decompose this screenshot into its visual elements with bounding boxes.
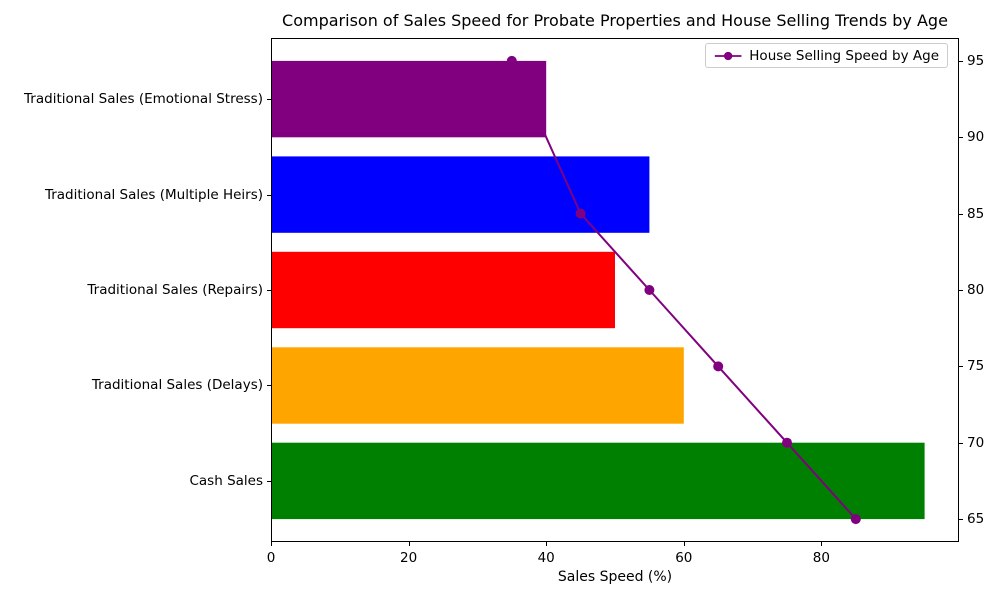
bar-traditional-sales-delays	[271, 347, 684, 424]
plot-border	[271, 38, 959, 542]
x-axis-title: Sales Speed (%)	[557, 569, 673, 585]
bar-traditional-sales-repairs	[271, 251, 615, 329]
right-tick-label-90: 90	[967, 129, 985, 146]
legend-line-marker-icon	[714, 51, 742, 60]
bar-traditional-sales-emotional-stress	[271, 60, 547, 138]
line-marker	[782, 437, 792, 448]
x-tick-label-40: 40	[537, 550, 555, 566]
bar-traditional-sales-multiple-heirs	[271, 156, 650, 233]
line-marker	[644, 285, 655, 295]
right-tick-label-65: 65	[967, 511, 985, 528]
line-marker	[850, 514, 861, 525]
line-marker	[575, 208, 586, 219]
x-tick-label-20: 20	[400, 550, 418, 566]
category-label-traditional-sales-multiple-heirs: Traditional Sales (Multiple Heirs)	[44, 186, 263, 203]
x-tick-label-0: 0	[266, 550, 276, 566]
category-label-cash-sales: Cash Sales	[189, 472, 263, 489]
bar-cash-sales	[271, 442, 925, 520]
category-label-traditional-sales-emotional-stress: Traditional Sales (Emotional Stress)	[24, 91, 263, 108]
x-tick-label-60: 60	[675, 550, 693, 566]
line-marker	[506, 55, 517, 66]
legend: House Selling Speed by Age	[705, 43, 948, 68]
legend-entry-label: House Selling Speed by Age	[749, 47, 939, 64]
right-tick-label-95: 95	[967, 52, 985, 69]
right-tick-label-80: 80	[967, 282, 985, 298]
line-marker	[713, 361, 724, 372]
right-tick-label-70: 70	[967, 434, 985, 451]
right-tick-label-75: 75	[967, 358, 985, 375]
category-label-traditional-sales-delays: Traditional Sales (Delays)	[91, 377, 263, 394]
x-tick-label-80: 80	[812, 550, 830, 566]
line-house-selling-speed	[510, 60, 857, 520]
right-tick-label-85: 85	[967, 205, 985, 222]
category-label-traditional-sales-repairs: Traditional Sales (Repairs)	[87, 282, 263, 298]
chart-title: Comparison of Sales Speed for Probate Pr…	[282, 11, 948, 30]
